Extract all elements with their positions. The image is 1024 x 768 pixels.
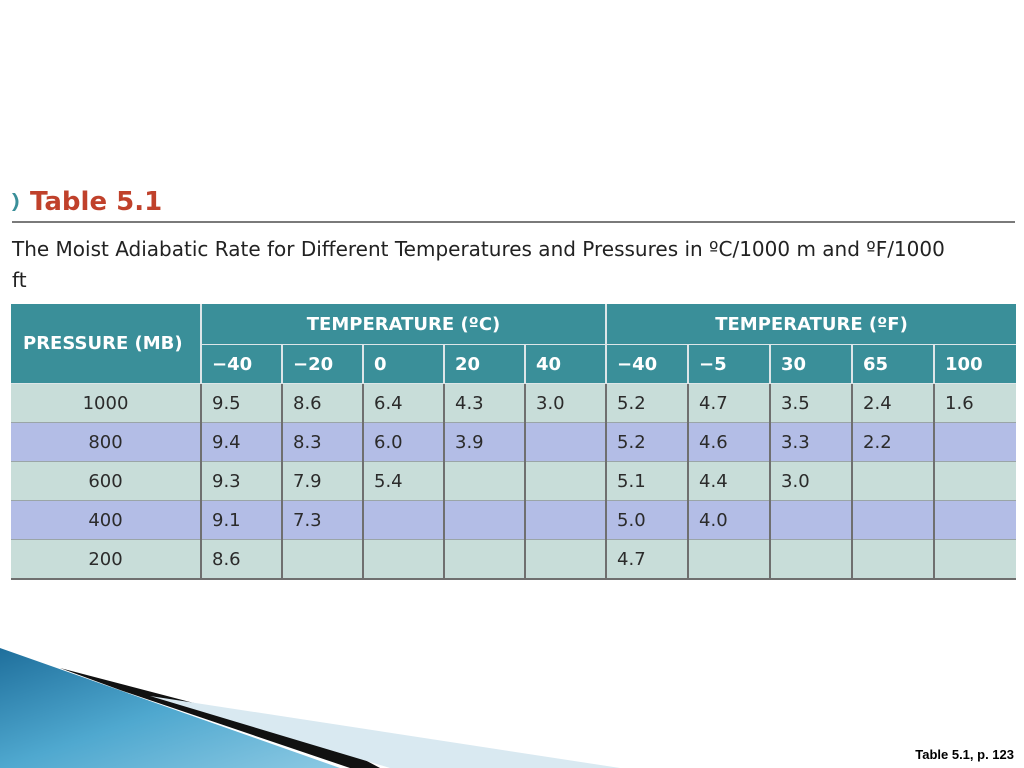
value-cell: 6.0 — [363, 422, 445, 462]
moist-adiabatic-rate-table: PRESSURE (MB) TEMPERATURE (ºC) TEMPERATU… — [11, 304, 1017, 580]
value-cell — [282, 539, 364, 580]
value-cell: 9.4 — [201, 422, 283, 462]
value-cell: 8.6 — [282, 383, 364, 423]
value-cell: 3.0 — [770, 461, 854, 501]
value-cell: 3.9 — [444, 422, 526, 462]
value-cell: 8.6 — [201, 539, 283, 580]
value-cell — [770, 500, 854, 540]
value-cell: 2.4 — [852, 383, 936, 423]
celsius-temp-header: −40 — [201, 344, 283, 384]
fahrenheit-group-header: TEMPERATURE (ºF) — [606, 304, 1017, 345]
value-cell — [444, 539, 526, 580]
value-cell — [934, 539, 1017, 580]
value-cell — [852, 500, 936, 540]
value-cell: 5.4 — [363, 461, 445, 501]
value-cell: 8.3 — [282, 422, 364, 462]
table-row: 400 9.1 7.3 5.0 4.0 — [11, 500, 1017, 540]
value-cell: 9.1 — [201, 500, 283, 540]
fahrenheit-temp-header: 30 — [770, 344, 854, 384]
value-cell: 4.7 — [688, 383, 772, 423]
value-cell: 6.4 — [363, 383, 445, 423]
value-cell: 4.4 — [688, 461, 772, 501]
value-cell: 4.6 — [688, 422, 772, 462]
value-cell: 3.3 — [770, 422, 854, 462]
value-cell — [444, 500, 526, 540]
value-cell: 3.5 — [770, 383, 854, 423]
value-cell: 3.0 — [525, 383, 608, 423]
value-cell: 1.6 — [934, 383, 1017, 423]
fahrenheit-temp-header: −5 — [688, 344, 772, 384]
chevron-right-icon — [12, 193, 19, 211]
fahrenheit-temp-header: 100 — [934, 344, 1017, 384]
value-cell: 5.2 — [606, 383, 690, 423]
fahrenheit-temp-header: −40 — [606, 344, 690, 384]
value-cell: 9.3 — [201, 461, 283, 501]
value-cell — [525, 539, 608, 580]
value-cell: 9.5 — [201, 383, 283, 423]
celsius-temp-header: 20 — [444, 344, 526, 384]
value-cell — [525, 461, 608, 501]
celsius-temp-header: −20 — [282, 344, 364, 384]
value-cell — [688, 539, 772, 580]
value-cell — [852, 539, 936, 580]
page-reference: Table 5.1, p. 123 — [915, 747, 1014, 762]
value-cell: 5.2 — [606, 422, 690, 462]
value-cell: 7.9 — [282, 461, 364, 501]
value-cell — [363, 539, 445, 580]
pressure-cell: 400 — [11, 500, 202, 540]
pressure-cell: 1000 — [11, 383, 202, 423]
value-cell: 7.3 — [282, 500, 364, 540]
celsius-temp-header: 40 — [525, 344, 608, 384]
celsius-group-header: TEMPERATURE (ºC) — [201, 304, 608, 345]
value-cell — [444, 461, 526, 501]
table-heading: Table 5.1 — [10, 184, 162, 220]
value-cell: 2.2 — [852, 422, 936, 462]
value-cell — [525, 500, 608, 540]
value-cell — [363, 500, 445, 540]
value-cell — [852, 461, 936, 501]
slide-corner-decoration — [0, 648, 620, 768]
celsius-temp-header: 0 — [363, 344, 445, 384]
value-cell: 4.3 — [444, 383, 526, 423]
pressure-cell: 200 — [11, 539, 202, 580]
pressure-cell: 800 — [11, 422, 202, 462]
value-cell — [934, 461, 1017, 501]
value-cell: 5.1 — [606, 461, 690, 501]
value-cell — [934, 422, 1017, 462]
table-caption: The Moist Adiabatic Rate for Different T… — [12, 237, 945, 292]
heading-divider — [12, 221, 1015, 223]
value-cell — [934, 500, 1017, 540]
table-row: 600 9.3 7.9 5.4 5.1 4.4 3.0 — [11, 461, 1017, 501]
table-row: 200 8.6 4.7 — [11, 539, 1017, 580]
pressure-cell: 600 — [11, 461, 202, 501]
value-cell — [770, 539, 854, 580]
pressure-column-header: PRESSURE (MB) — [11, 304, 202, 384]
value-cell: 4.7 — [606, 539, 690, 580]
table-number-title: Table 5.1 — [30, 187, 163, 217]
value-cell — [525, 422, 608, 462]
table-row: 800 9.4 8.3 6.0 3.9 5.2 4.6 3.3 2.2 — [11, 422, 1017, 462]
fahrenheit-temp-header: 65 — [852, 344, 936, 384]
table-row: 1000 9.5 8.6 6.4 4.3 3.0 5.2 4.7 3.5 2.4… — [11, 383, 1017, 423]
value-cell: 4.0 — [688, 500, 772, 540]
value-cell: 5.0 — [606, 500, 690, 540]
